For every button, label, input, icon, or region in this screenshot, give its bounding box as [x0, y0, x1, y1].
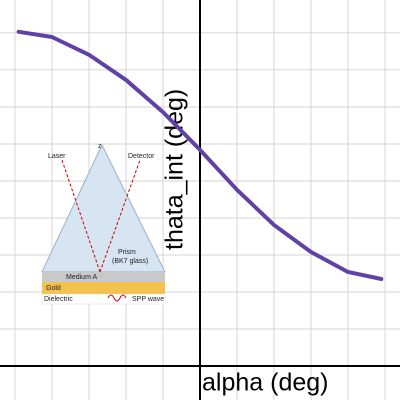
data-line — [16, 29, 384, 282]
inset-label: Gold — [46, 285, 61, 292]
prism — [41, 143, 166, 273]
inset-label: SPP wave — [132, 296, 164, 303]
inset-label: Prism — [118, 249, 136, 256]
x-axis-label: alpha (deg) — [202, 369, 328, 397]
inset-label: z — [98, 143, 102, 150]
inset-label: Medium A — [66, 274, 97, 281]
inset-label: Detector — [128, 153, 155, 160]
gold-layer — [42, 282, 165, 294]
inset-diagram — [41, 143, 166, 305]
inset-label: Laser — [48, 153, 66, 160]
medium-layer — [42, 272, 165, 282]
inset-label: (BK7 glass) — [112, 258, 148, 265]
dielectric-layer — [41, 293, 166, 305]
spp-wave — [107, 294, 127, 302]
inset-label: Dielectric — [44, 296, 73, 303]
